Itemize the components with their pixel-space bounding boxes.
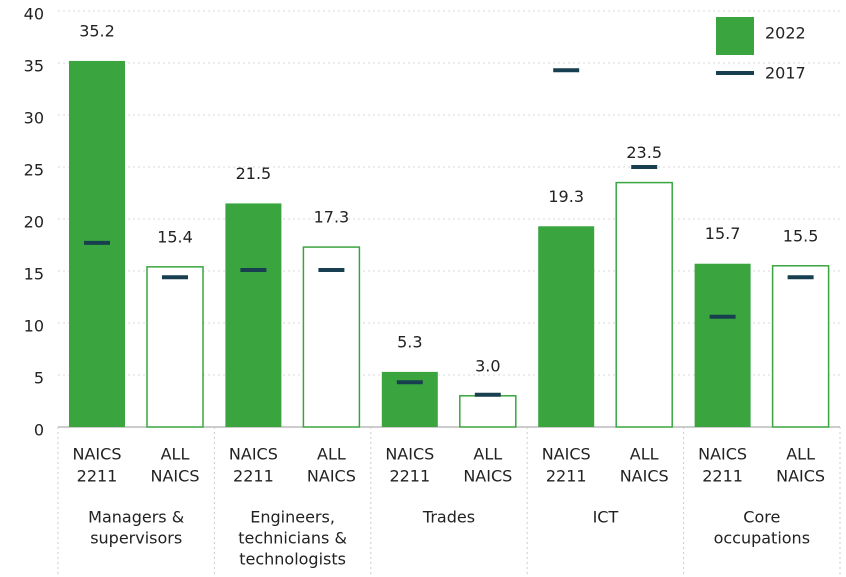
x-tick-label: NAICS: [385, 445, 434, 464]
y-tick-label: 0: [34, 421, 44, 440]
group-label: Engineers,: [250, 508, 335, 527]
x-tick-label: NAICS: [620, 467, 669, 486]
group-label: Core: [743, 508, 780, 527]
value-label: 23.5: [626, 143, 662, 162]
group-label: ICT: [593, 508, 619, 527]
bar: [771, 265, 830, 428]
value-label: 21.5: [236, 164, 272, 183]
x-tick-label: 2211: [77, 467, 118, 486]
x-tick-label: 2211: [702, 467, 743, 486]
value-label: 3.0: [475, 356, 500, 375]
x-tick-label: 2211: [233, 467, 274, 486]
legend-label: 2022: [765, 24, 806, 43]
y-tick-label: 35: [24, 57, 44, 76]
x-tick-label: NAICS: [542, 445, 591, 464]
group-label: technicians &: [238, 529, 347, 548]
x-tick-label: NAICS: [463, 467, 512, 486]
y-tick-label: 25: [24, 161, 44, 180]
value-label: 35.2: [79, 21, 115, 40]
bar: [459, 395, 517, 428]
bar: [302, 246, 361, 428]
y-tick-label: 40: [24, 5, 44, 24]
x-tick-label: ALL: [786, 445, 815, 464]
x-tick-label: ALL: [630, 445, 659, 464]
bar: [538, 226, 595, 427]
y-tick-label: 15: [24, 265, 44, 284]
x-tick-label: ALL: [161, 445, 190, 464]
group-label: Trades: [422, 508, 475, 527]
x-tick-label: 2211: [546, 467, 587, 486]
bar: [694, 263, 751, 427]
value-label: 15.7: [705, 224, 741, 243]
y-tick-label: 30: [24, 109, 44, 128]
bar: [146, 266, 204, 428]
x-tick-label: ALL: [317, 445, 346, 464]
x-tick-label: NAICS: [698, 445, 747, 464]
x-tick-label: NAICS: [151, 467, 200, 486]
x-tick-label: NAICS: [776, 467, 825, 486]
legend-swatch: [716, 17, 754, 55]
value-label: 15.5: [783, 226, 819, 245]
y-tick-label: 10: [24, 317, 44, 336]
x-tick-label: NAICS: [229, 445, 278, 464]
value-label: 15.4: [157, 227, 193, 246]
group-label: Managers &: [88, 508, 184, 527]
group-label: supervisors: [90, 529, 182, 548]
legend-label: 2017: [765, 64, 806, 83]
bar: [225, 203, 282, 427]
x-tick-label: 2211: [389, 467, 430, 486]
value-label: 19.3: [548, 187, 584, 206]
x-tick-label: ALL: [473, 445, 502, 464]
x-tick-label: NAICS: [73, 445, 122, 464]
bar: [381, 371, 438, 427]
value-label: 17.3: [314, 208, 350, 227]
y-tick-label: 5: [34, 369, 44, 388]
group-label: technologists: [239, 550, 346, 569]
y-tick-label: 20: [24, 213, 44, 232]
group-label: occupations: [714, 529, 810, 548]
value-label: 5.3: [397, 332, 422, 351]
bar: [615, 181, 673, 428]
x-tick-label: NAICS: [307, 467, 356, 486]
